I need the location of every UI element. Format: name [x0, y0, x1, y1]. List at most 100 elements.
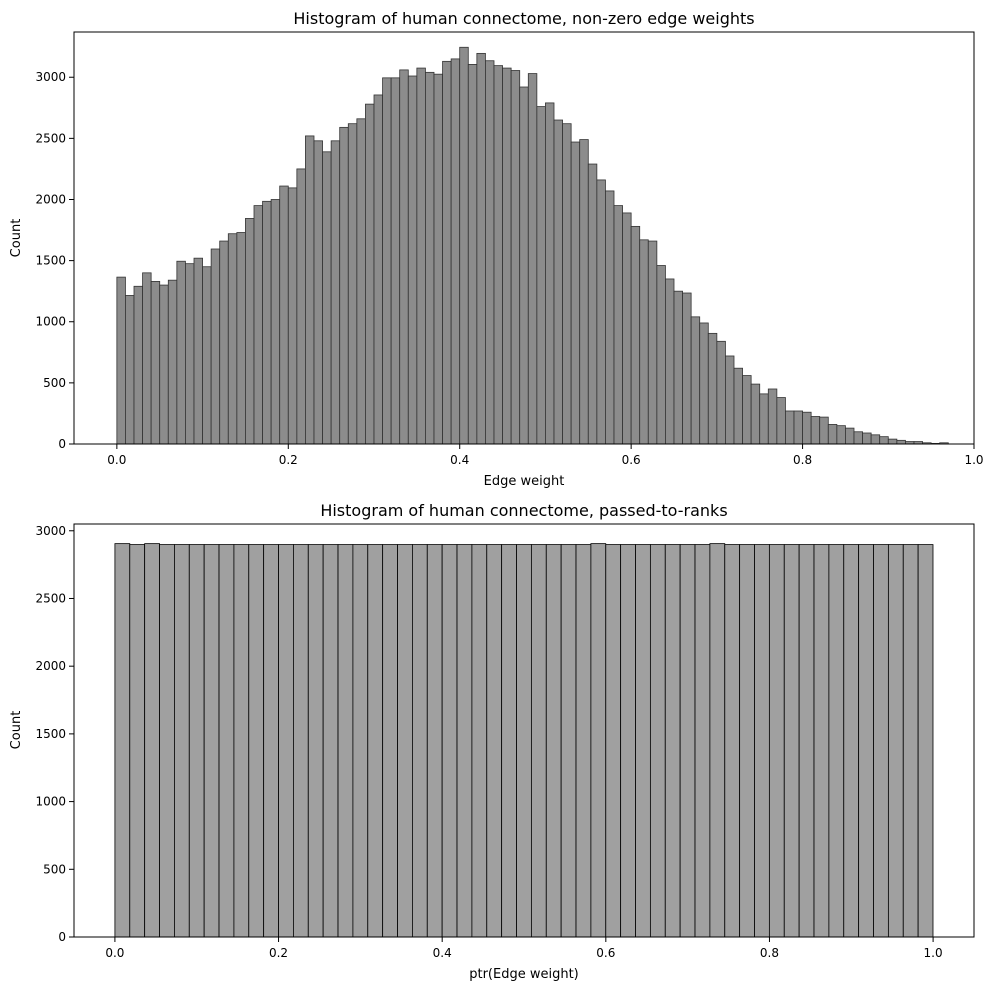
x-tick-label: 0.2: [269, 946, 288, 960]
histogram-bar: [425, 71, 435, 445]
histogram-bar: [716, 340, 726, 445]
chart-title: Histogram of human connectome, non-zero …: [293, 9, 754, 28]
histogram-bar: [605, 190, 615, 445]
x-tick-label: 0.2: [279, 453, 298, 467]
histogram-bar: [768, 544, 785, 938]
histogram-bar: [129, 544, 146, 938]
histogram-bar: [510, 70, 521, 445]
histogram-bar: [862, 432, 872, 445]
histogram-bar: [501, 544, 517, 938]
histogram-bar: [174, 544, 190, 938]
y-tick-label: 0: [58, 437, 66, 451]
histogram-bar: [570, 141, 581, 445]
histogram-bar: [502, 67, 512, 445]
histogram-bar: [433, 73, 443, 445]
histogram-bar: [679, 544, 696, 938]
histogram-bar: [305, 135, 315, 445]
histogram-bar: [167, 279, 178, 445]
histogram-bar: [456, 544, 473, 938]
histogram-bar: [759, 393, 769, 445]
histogram-bar: [754, 544, 770, 938]
y-axis-label: Count: [9, 711, 24, 750]
histogram-bar: [407, 75, 418, 445]
x-tick-label: 1.0: [964, 453, 983, 467]
y-tick-label: 2000: [35, 192, 66, 206]
histogram-bar: [219, 240, 229, 445]
y-tick-label: 1000: [35, 315, 66, 329]
histogram-bar: [116, 276, 126, 445]
histogram-bar: [253, 205, 263, 445]
histogram-bar: [887, 438, 898, 445]
histogram-bar: [287, 187, 298, 445]
histogram-bar: [367, 544, 384, 938]
histogram-bar: [279, 185, 289, 445]
x-tick-label: 0.0: [105, 946, 124, 960]
histogram-bar: [682, 292, 692, 445]
histogram-bar: [442, 60, 452, 445]
y-tick-label: 2500: [35, 131, 66, 145]
histogram-bar: [382, 77, 392, 445]
histogram-bar: [783, 544, 800, 938]
histogram-bar: [347, 123, 358, 445]
histogram-bar: [150, 280, 161, 445]
x-tick-label: 0.0: [107, 453, 126, 467]
histogram-bar: [278, 544, 294, 938]
histogram-bar: [635, 544, 651, 938]
x-tick-label: 0.4: [450, 453, 469, 467]
plot-frame: [73, 523, 975, 938]
histogram-bar: [699, 322, 709, 445]
histogram-bar: [596, 179, 606, 445]
histogram-bar: [352, 544, 369, 938]
histogram-bar: [545, 544, 562, 938]
histogram-bar: [664, 544, 681, 938]
histogram-bar: [218, 544, 235, 938]
y-tick-label: 500: [43, 376, 66, 390]
histogram-bar: [263, 544, 279, 938]
histogram-bar: [879, 436, 889, 445]
x-axis-ticks: 0.0 0.2 0.4 0.6 0.8 1.0: [107, 444, 984, 467]
histogram-bar: [845, 427, 855, 445]
histogram-bar: [441, 544, 458, 938]
histogram-bar: [339, 126, 349, 445]
histogram-bar: [793, 410, 803, 445]
histogram-bar: [562, 123, 572, 445]
histogram-bar: [426, 544, 443, 938]
histogram-bar: [733, 367, 743, 445]
y-tick-label: 3000: [35, 524, 66, 538]
histogram-bar: [210, 248, 221, 445]
y-tick-label: 0: [58, 930, 66, 944]
histogram-bar: [322, 544, 339, 938]
histogram-bar: [802, 411, 812, 445]
x-tick-label: 0.6: [622, 453, 641, 467]
y-tick-label: 1500: [35, 727, 66, 741]
x-tick-label: 1.0: [924, 946, 943, 960]
histogram-bar: [159, 544, 175, 938]
histogram-bar: [673, 290, 683, 445]
histogram-bar: [416, 67, 426, 445]
x-tick-label: 0.8: [793, 453, 812, 467]
histogram-bar: [133, 285, 143, 445]
histogram-bar: [917, 544, 934, 938]
histogram-bar: [493, 65, 503, 445]
histogram-bar: [330, 140, 341, 445]
histogram-bar: [656, 265, 666, 445]
histogram-bar: [519, 86, 529, 445]
histogram-bar: [813, 544, 830, 938]
bars: [114, 543, 934, 938]
histogram-bar: [236, 232, 246, 445]
histogram-bar: [622, 212, 632, 445]
histogram-bar: [858, 544, 874, 938]
x-tick-label: 0.8: [760, 946, 779, 960]
y-tick-label: 2000: [35, 659, 66, 673]
histogram-bar: [188, 544, 205, 938]
x-tick-label: 0.6: [596, 946, 615, 960]
histogram-bar: [399, 69, 409, 445]
histogram-bar: [690, 316, 701, 445]
histogram-bar: [248, 544, 265, 938]
plot-frame: [73, 31, 975, 445]
y-tick-label: 3000: [35, 70, 66, 84]
x-axis-ticks: 0.0 0.2 0.4 0.6 0.8 1.0: [105, 937, 943, 960]
histogram-bar: [724, 544, 741, 938]
histogram-bar: [560, 544, 577, 938]
